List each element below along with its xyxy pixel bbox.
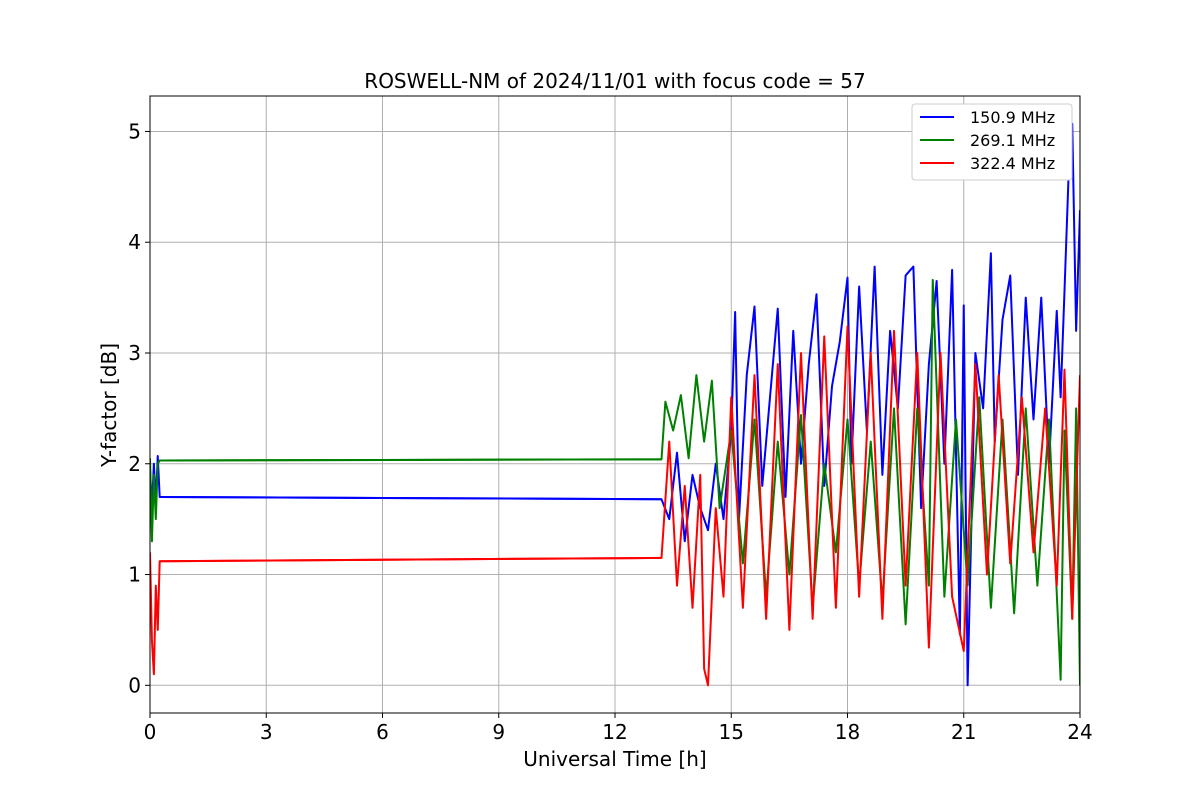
x-tick-label: 15 [719, 720, 744, 744]
x-tick-label: 24 [1067, 720, 1092, 744]
x-tick-label: 9 [492, 720, 505, 744]
chart-title: ROSWELL-NM of 2024/11/01 with focus code… [364, 69, 865, 93]
y-tick-label: 1 [128, 563, 141, 587]
legend-label-322-4: 322.4 MHz [970, 154, 1055, 173]
x-tick-label: 0 [144, 720, 157, 744]
y-tick-label: 3 [128, 341, 141, 365]
legend-label-269-1: 269.1 MHz [970, 131, 1055, 150]
y-axis-ticks: 0 1 2 3 4 5 [128, 119, 150, 697]
y-tick-label: 2 [128, 452, 141, 476]
y-tick-label: 0 [128, 673, 141, 697]
x-tick-label: 3 [260, 720, 273, 744]
y-axis-label: Y-factor [dB] [97, 343, 121, 468]
x-tick-label: 18 [835, 720, 860, 744]
x-axis-ticks: 0 3 6 9 12 15 18 21 24 [144, 713, 1093, 744]
series-line-322-4-mhz [150, 325, 1080, 687]
x-axis-label: Universal Time [h] [523, 747, 706, 771]
y-tick-label: 5 [128, 119, 141, 143]
x-tick-label: 6 [376, 720, 389, 744]
legend-label-150-9: 150.9 MHz [970, 108, 1055, 127]
series-layer [150, 122, 1080, 687]
series-line-269-1-mhz [150, 278, 1080, 686]
legend: 150.9 MHz 269.1 MHz 322.4 MHz [911, 103, 1073, 181]
legend-box [911, 103, 1073, 181]
x-tick-label: 12 [602, 720, 627, 744]
y-tick-label: 4 [128, 230, 141, 254]
x-tick-label: 21 [951, 720, 976, 744]
